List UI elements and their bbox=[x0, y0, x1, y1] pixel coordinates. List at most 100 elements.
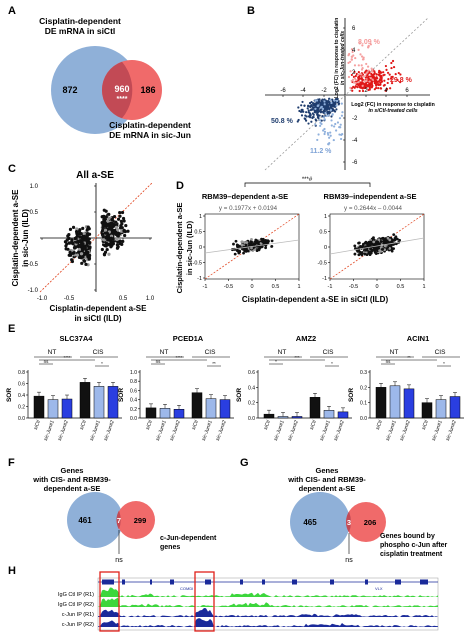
b-point-red bbox=[364, 86, 367, 89]
b-points bbox=[296, 42, 402, 146]
h-track-signal bbox=[98, 587, 438, 597]
b-point-pink bbox=[357, 64, 360, 67]
b-point-navy bbox=[306, 107, 309, 110]
e-bar bbox=[61, 398, 73, 419]
b-point-navy bbox=[322, 111, 325, 114]
e-bar bbox=[145, 407, 157, 419]
b-point-lightblue bbox=[323, 103, 326, 106]
venn-g-title-3: dependent a-SE bbox=[299, 484, 356, 493]
b-point-pink bbox=[370, 67, 373, 70]
c-point bbox=[75, 227, 79, 231]
b-point-pink bbox=[360, 64, 363, 67]
b-pct-lightblue: 11.2 % bbox=[310, 148, 332, 155]
h-tracks: IgG Ctl IP (R1) IgG Ctl IP (R2) c-Jun IP (… bbox=[58, 587, 438, 628]
h-gene-label: COMDI bbox=[180, 586, 193, 591]
b-point-red bbox=[373, 71, 376, 75]
b-point-lightblue bbox=[330, 124, 333, 127]
b-point-pink bbox=[367, 46, 370, 49]
c-point bbox=[79, 252, 84, 256]
c-point bbox=[101, 234, 105, 239]
d-x-tick-label: 1 bbox=[422, 284, 425, 290]
c-point bbox=[116, 217, 121, 221]
venn-g-set2-label-3: cisplatin treatment bbox=[380, 551, 443, 558]
d-y-label: Cisplatin-dependent a-SE bbox=[175, 203, 184, 294]
c-point bbox=[77, 250, 81, 254]
b-point-red bbox=[356, 86, 359, 89]
b-point-pink bbox=[350, 58, 353, 61]
b-point-navy bbox=[316, 111, 319, 114]
c-point bbox=[115, 243, 119, 247]
b-point-navy bbox=[310, 103, 313, 107]
c-point bbox=[105, 231, 109, 236]
b-point-lightblue bbox=[340, 114, 344, 117]
venn-f-set1-circle bbox=[67, 492, 123, 548]
b-point-red bbox=[379, 75, 382, 79]
c-point bbox=[121, 216, 126, 221]
b-point-pink bbox=[367, 69, 370, 72]
b-point-red bbox=[379, 83, 382, 86]
c-point bbox=[84, 248, 88, 252]
b-point-red bbox=[375, 73, 378, 76]
b-point-red bbox=[370, 85, 373, 89]
d-right-point bbox=[357, 241, 361, 245]
panel-a: A Cisplatin-dependent DE mRNA in siCtl 8… bbox=[8, 5, 191, 140]
b-point-pink bbox=[366, 71, 369, 74]
b-point-pink bbox=[365, 62, 368, 66]
e-y-tick-label: 0.2 bbox=[130, 407, 137, 413]
b-point-red bbox=[379, 71, 382, 74]
d-left-point bbox=[242, 251, 245, 255]
b-point-red bbox=[375, 81, 379, 84]
h-track-signal bbox=[98, 608, 438, 617]
d-right-point bbox=[380, 247, 384, 251]
d-right-point bbox=[353, 244, 357, 248]
e-bar bbox=[389, 385, 401, 419]
panel-g-letter: G bbox=[240, 457, 249, 469]
e-bar-label: sic-Jun#1 bbox=[43, 419, 56, 441]
b-point-red bbox=[359, 86, 362, 89]
d-right-point bbox=[398, 238, 401, 242]
c-point bbox=[80, 261, 84, 265]
e-bar-label: sic-Jun#2 bbox=[445, 419, 458, 441]
venn-a-overlap bbox=[101, 61, 133, 119]
c-point bbox=[67, 233, 71, 237]
panel-g: G Genes with CIS- and RBM39- dependent a… bbox=[240, 457, 448, 564]
b-point-pink bbox=[360, 55, 364, 58]
b-point-lightblue bbox=[323, 132, 326, 136]
d-x-label: Cisplatin-dependent a-SE in siCtl (ILD) bbox=[242, 295, 389, 304]
b-point-red bbox=[397, 71, 400, 75]
b-point-red bbox=[384, 89, 387, 92]
c-point bbox=[74, 240, 79, 244]
b-point-pink bbox=[362, 56, 365, 59]
b-point-red bbox=[390, 66, 393, 70]
c-point bbox=[83, 251, 87, 255]
d-right-point bbox=[372, 240, 376, 244]
c-point bbox=[78, 235, 82, 239]
b-point-navy bbox=[312, 113, 315, 116]
c-point bbox=[81, 255, 85, 259]
b-point-red bbox=[359, 77, 362, 80]
c-point bbox=[87, 255, 91, 259]
c-point bbox=[70, 238, 74, 242]
b-point-red bbox=[368, 87, 371, 90]
e-y-tick-label: 0.0 bbox=[18, 416, 25, 422]
b-x-label-2: in siCtl-treated cells bbox=[368, 108, 417, 114]
b-point-navy bbox=[319, 108, 322, 111]
b-point-red bbox=[361, 89, 365, 93]
h-highlight-box-1 bbox=[99, 571, 120, 632]
b-point-red bbox=[373, 80, 376, 83]
e-bar-label: sic-Jun#1 bbox=[201, 419, 214, 441]
e-gene-title: ACIN1 bbox=[407, 334, 430, 343]
d-left-point bbox=[233, 252, 237, 256]
c-point bbox=[103, 221, 107, 225]
b-point-pink bbox=[350, 55, 353, 58]
d-right-point bbox=[392, 233, 396, 237]
d-right-point bbox=[392, 247, 395, 251]
panel-h-letter: H bbox=[8, 565, 16, 577]
d-right-point bbox=[383, 248, 386, 251]
c-point bbox=[124, 223, 128, 228]
c-point bbox=[81, 226, 85, 230]
b-y-tick-label: -6 bbox=[352, 160, 358, 166]
b-point-navy bbox=[308, 115, 311, 118]
e-group-nt: NT bbox=[160, 349, 169, 356]
b-point-red bbox=[361, 82, 364, 85]
